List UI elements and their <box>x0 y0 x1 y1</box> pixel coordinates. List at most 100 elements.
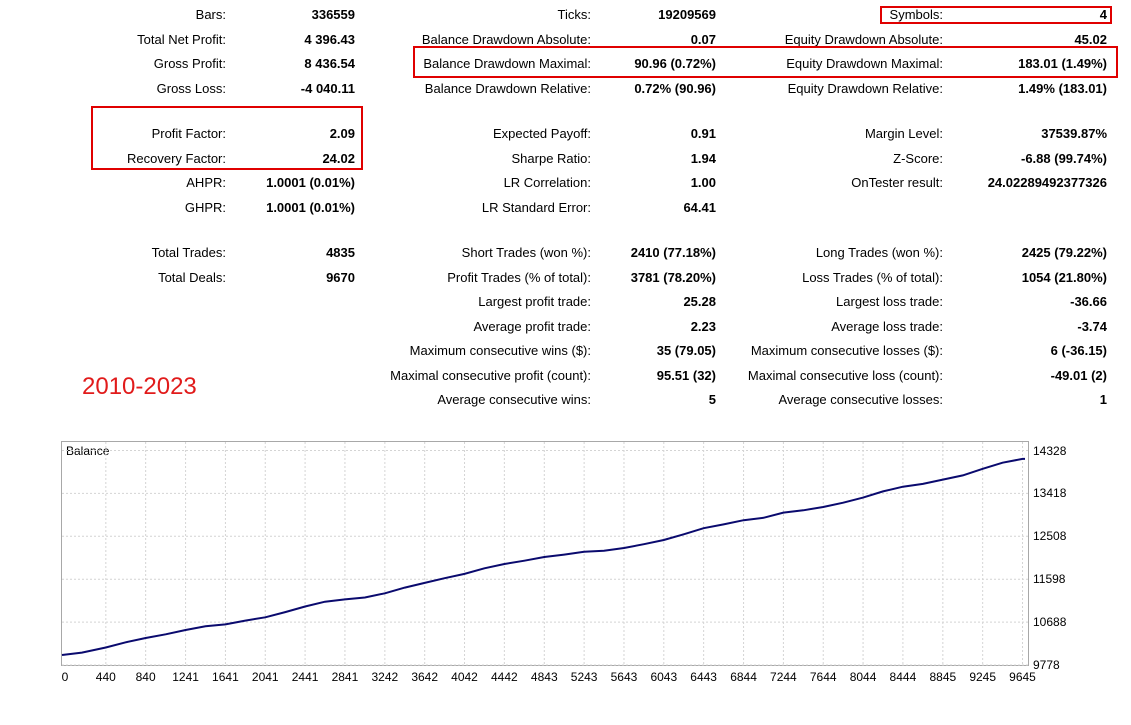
stat-value: -6.88 (99.74%) <box>1021 151 1107 166</box>
stat-value: 5 <box>708 392 716 407</box>
stat-label: Average profit trade: <box>473 319 591 334</box>
stat-value: -49.01 (2) <box>1050 368 1107 383</box>
x-tick-label: 7644 <box>809 670 837 684</box>
stat-label: Average consecutive wins: <box>437 392 591 407</box>
x-tick-label: 5243 <box>570 670 598 684</box>
stat-value: -3.74 <box>1077 319 1107 334</box>
stat-label: Long Trades (won %): <box>815 245 943 260</box>
stat-label: Total Trades: <box>151 245 226 260</box>
x-tick-label: 4843 <box>530 670 558 684</box>
stat-label: Largest profit trade: <box>478 294 591 309</box>
y-tick-label: 13418 <box>1033 486 1067 501</box>
x-tick-label: 840 <box>135 670 156 684</box>
x-tick-label: 3642 <box>411 670 439 684</box>
stat-label: Loss Trades (% of total): <box>802 270 943 285</box>
stat-value: 1.00 <box>690 175 716 190</box>
x-tick-label: 2441 <box>291 670 319 684</box>
stat-value: 35 (79.05) <box>656 343 716 358</box>
highlight-box-symbols <box>880 6 1112 24</box>
stat-value: 6 (-36.15) <box>1050 343 1107 358</box>
period-annotation: 2010-2023 <box>82 373 197 400</box>
highlight-box-profit-recovery <box>91 106 363 170</box>
x-tick-label: 8444 <box>889 670 917 684</box>
stat-label: Expected Payoff: <box>492 126 591 141</box>
y-tick-label: 14328 <box>1033 443 1067 458</box>
stat-label: Gross Loss: <box>156 81 226 96</box>
stat-value: 0.91 <box>690 126 716 141</box>
stat-label: Gross Profit: <box>153 56 226 71</box>
stat-value: -36.66 <box>1070 294 1107 309</box>
stat-label: Recovery Factor: <box>127 151 226 166</box>
stat-value: 1054 (21.80%) <box>1021 270 1107 285</box>
stat-value: 4 396.43 <box>304 32 355 47</box>
stat-value: 183.01 (1.49%) <box>1018 56 1107 71</box>
x-tick-label: 6043 <box>650 670 678 684</box>
x-tick-label: 4042 <box>451 670 478 684</box>
stat-label: Maximal consecutive profit (count): <box>390 368 591 383</box>
x-tick-label: 9645 <box>1009 670 1036 684</box>
stat-label: Bars: <box>195 7 226 22</box>
stat-label: Margin Level: <box>864 126 943 141</box>
x-tick-label: 2841 <box>331 670 359 684</box>
x-tick-label: 4442 <box>491 670 518 684</box>
stat-value: 25.28 <box>683 294 716 309</box>
stat-label: Z-Score: <box>893 151 943 166</box>
stat-value: 2425 (79.22%) <box>1021 245 1107 260</box>
stat-value: 1 <box>1099 392 1107 407</box>
stat-label: Maximum consecutive losses ($): <box>750 343 943 358</box>
stat-value: 9670 <box>326 270 355 285</box>
x-tick-label: 5643 <box>610 670 638 684</box>
x-tick-label: 7244 <box>770 670 797 684</box>
stat-value: 2.09 <box>329 126 355 141</box>
stat-value: 90.96 (0.72%) <box>634 56 716 71</box>
stat-value: 1.0001 (0.01%) <box>266 200 355 215</box>
x-tick-label: 1641 <box>212 670 239 684</box>
stat-label: OnTester result: <box>851 175 943 190</box>
stat-value: 0.07 <box>690 32 716 47</box>
stat-label: Profit Trades (% of total): <box>447 270 591 285</box>
x-tick-label: 0 <box>61 670 69 684</box>
stat-label: Ticks: <box>557 7 591 22</box>
stat-label: Maximal consecutive loss (count): <box>747 368 943 383</box>
stat-value: 64.41 <box>683 200 716 215</box>
stat-label: LR Standard Error: <box>481 200 591 215</box>
stat-value: 4 <box>1099 7 1107 22</box>
stat-value: 1.0001 (0.01%) <box>266 175 355 190</box>
stat-label: Equity Drawdown Maximal: <box>786 56 943 71</box>
stat-value: 2.23 <box>690 319 716 334</box>
stat-label: Equity Drawdown Relative: <box>787 81 943 96</box>
stat-label: Symbols: <box>889 7 943 22</box>
y-tick-label: 11598 <box>1033 572 1066 587</box>
y-tick-label: 9778 <box>1033 658 1060 672</box>
stat-value: -4 040.11 <box>300 81 355 96</box>
stat-value: 3781 (78.20%) <box>630 270 716 285</box>
x-tick-label: 6443 <box>690 670 717 684</box>
stat-label: Maximum consecutive wins ($): <box>409 343 591 358</box>
stat-value: 19209569 <box>658 7 716 22</box>
x-tick-label: 8044 <box>849 670 877 684</box>
stat-label: Sharpe Ratio: <box>511 151 592 166</box>
stat-value: 1.49% (183.01) <box>1018 81 1107 96</box>
stat-label: LR Correlation: <box>503 175 591 190</box>
stat-value: 1.94 <box>690 151 716 166</box>
stat-label: Short Trades (won %): <box>461 245 591 260</box>
x-tick-label: 6844 <box>730 670 757 684</box>
stat-label: Total Net Profit: <box>137 32 226 47</box>
stat-label: Total Deals: <box>158 270 226 285</box>
stat-label: Average loss trade: <box>831 319 943 334</box>
x-tick-label: 3242 <box>371 670 399 684</box>
stat-value: 336559 <box>311 7 355 22</box>
stat-label: Largest loss trade: <box>836 294 943 309</box>
stat-label: Equity Drawdown Absolute: <box>784 32 943 47</box>
x-tick-label: 440 <box>95 670 116 684</box>
stat-label: AHPR: <box>186 175 226 190</box>
stat-label: Balance Drawdown Absolute: <box>421 32 591 47</box>
balance-line <box>61 457 1025 656</box>
stat-value: 2410 (77.18%) <box>630 245 716 260</box>
y-tick-label: 10688 <box>1033 615 1067 630</box>
stat-value: 24.02 <box>322 151 355 166</box>
stat-value: 37539.87% <box>1041 126 1107 141</box>
x-tick-label: 8845 <box>929 670 957 684</box>
stat-value: 95.51 (32) <box>656 368 716 383</box>
